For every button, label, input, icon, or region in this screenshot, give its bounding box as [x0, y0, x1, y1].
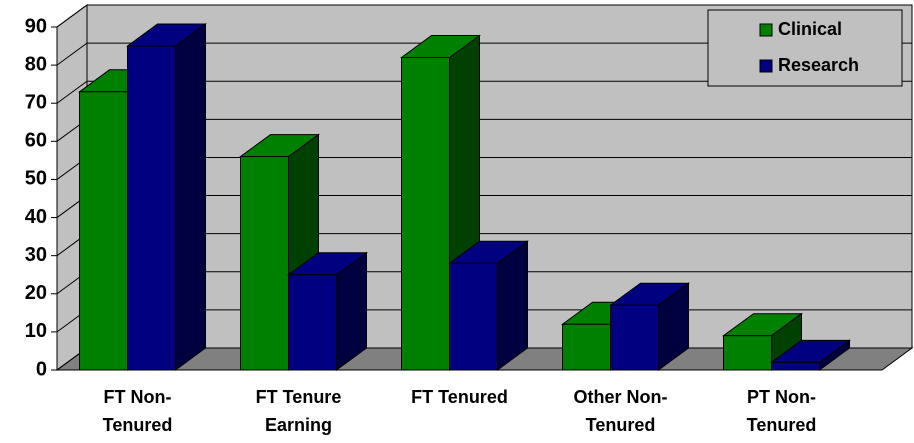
x-tick-label: FT Tenure [256, 387, 342, 407]
legend-label: Research [778, 55, 859, 75]
bar [449, 262, 498, 371]
legend-swatch [759, 59, 773, 73]
legend-swatch [759, 23, 773, 37]
bar [127, 45, 176, 371]
y-tick-label: 70 [25, 92, 47, 114]
y-tick-label: 60 [25, 130, 47, 152]
bar [288, 274, 337, 371]
grid-line [56, 80, 912, 104]
x-tick-label: Earning [265, 415, 332, 435]
y-tick-label: 30 [25, 244, 47, 266]
bar [401, 56, 450, 371]
x-tick-label: FT Tenured [411, 387, 508, 407]
bar [723, 335, 772, 371]
x-tick-label: Tenured [747, 415, 817, 435]
x-tick-label: PT Non- [747, 387, 816, 407]
bar [240, 156, 289, 371]
x-tick-label: Other Non- [574, 387, 668, 407]
grid-line [56, 4, 912, 28]
y-tick-label: 50 [25, 168, 47, 190]
y-tick-label: 20 [25, 282, 47, 304]
legend-box [707, 9, 903, 87]
legend: Clinical Research [707, 9, 903, 87]
y-tick-label: 0 [36, 358, 47, 380]
x-tick-label: Tenured [586, 415, 656, 435]
grid-line [56, 42, 912, 66]
y-tick-label: 10 [25, 320, 47, 342]
legend-label: Clinical [778, 19, 842, 39]
y-tick-label: 40 [25, 206, 47, 228]
x-tick-label: Tenured [103, 415, 173, 435]
bar [562, 323, 611, 371]
y-tick-label: 80 [25, 53, 47, 75]
bar [79, 91, 128, 371]
bar-side [175, 23, 206, 371]
x-tick-label: FT Non- [104, 387, 172, 407]
y-tick-label: 90 [25, 15, 47, 37]
bar [771, 361, 820, 371]
bar [610, 304, 659, 371]
